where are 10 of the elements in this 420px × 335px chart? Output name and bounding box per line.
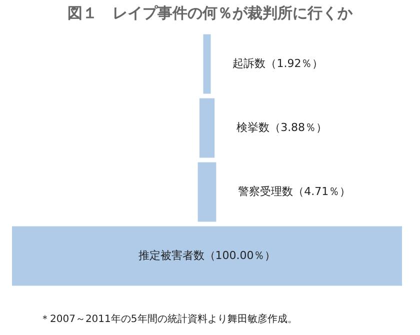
category-label: 起訴数 xyxy=(232,56,266,70)
category-label: 警察受理数 xyxy=(238,184,294,198)
text: ＊2007～2011年の5年間の統計資料より舞田敏彦作成。 xyxy=(40,312,298,326)
text: 図１ レイプ事件の何％が裁判所に行くか xyxy=(66,4,354,23)
data-label: （1.92％） xyxy=(266,56,324,70)
data-label: （4.71％） xyxy=(293,184,351,198)
data-label: （3.88％） xyxy=(270,120,328,134)
category-label: 推定被害者数 xyxy=(138,248,204,262)
data-label: （100.00％） xyxy=(204,248,276,262)
category-label: 検挙数 xyxy=(236,120,270,134)
